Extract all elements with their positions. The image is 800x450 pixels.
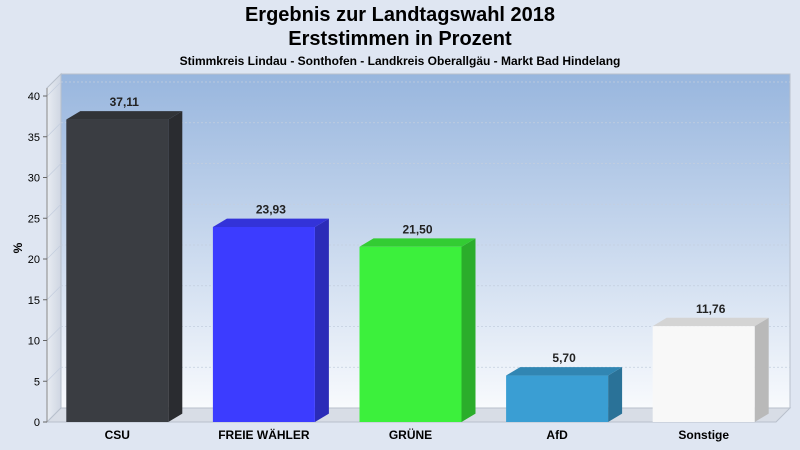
y-tick-label: 5 bbox=[34, 376, 40, 388]
x-tick-label: GRÜNE bbox=[389, 427, 432, 442]
data-label: 5,70 bbox=[552, 351, 576, 365]
y-tick-label: 40 bbox=[28, 91, 40, 103]
data-label: 21,50 bbox=[402, 222, 432, 236]
y-tick-label: 35 bbox=[28, 132, 40, 144]
bar bbox=[66, 111, 183, 422]
y-tick-label: 25 bbox=[28, 213, 40, 225]
chart-title-line-2: Erststimmen in Prozent bbox=[288, 28, 512, 50]
y-tick-label: 15 bbox=[28, 295, 40, 307]
data-label: 23,93 bbox=[256, 203, 286, 217]
x-tick-label: AfD bbox=[546, 428, 568, 442]
bar bbox=[506, 367, 623, 422]
y-tick-label: 20 bbox=[28, 254, 40, 266]
x-tick-label: Sonstige bbox=[678, 428, 729, 442]
chart-subtitle: Stimmkreis Lindau - Sonthofen - Landkrei… bbox=[179, 54, 621, 68]
bar bbox=[212, 218, 329, 422]
bars: 37,11 23,93 21,50 5,70 11,76 bbox=[66, 95, 769, 422]
chart-title: Ergebnis zur Landtagswahl 2018 bbox=[244, 4, 556, 26]
y-tick-label: 10 bbox=[28, 336, 40, 348]
x-tick-label: CSU bbox=[105, 428, 130, 442]
x-tick-label: FREIE WÄHLER bbox=[218, 427, 310, 442]
data-label: 11,76 bbox=[696, 302, 726, 316]
bar bbox=[359, 238, 476, 422]
y-tick-label: 0 bbox=[34, 417, 40, 429]
y-tick-label: 30 bbox=[28, 173, 40, 185]
data-label: 37,11 bbox=[110, 95, 140, 109]
bar bbox=[652, 317, 769, 422]
y-axis: 0 5 10 15 20 25 30 35 40 bbox=[28, 88, 48, 429]
x-axis: CSU FREIE WÄHLER GRÜNE AfD Sonstige bbox=[105, 427, 730, 442]
y-axis-label: % bbox=[11, 242, 25, 253]
